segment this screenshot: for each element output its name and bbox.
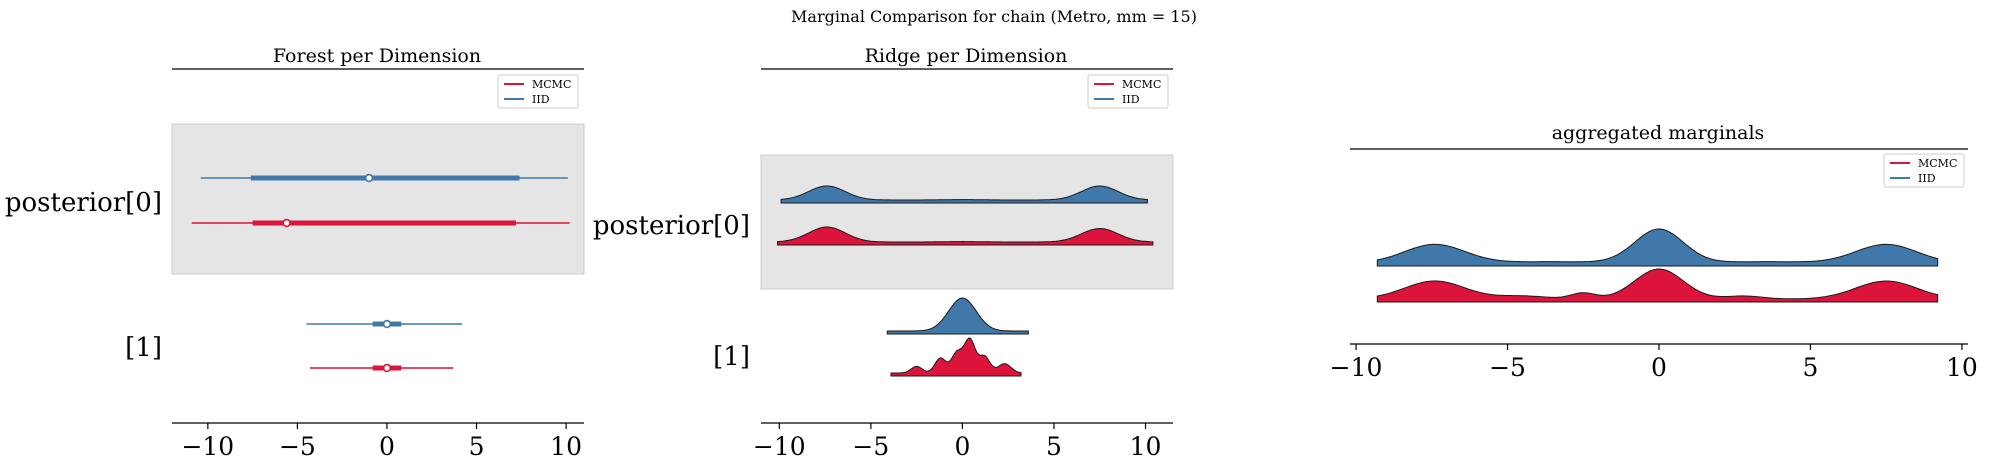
forest-row1-iid-center-point — [384, 321, 391, 328]
ridge-row1-mcmc-density — [891, 338, 1021, 376]
ridge-tick-label: 0 — [954, 432, 970, 461]
forest-tick-label: 10 — [550, 432, 582, 461]
ridge-x-ticks: −10 −5 0 5 10 — [753, 423, 1162, 461]
aggregated-tick-label: −5 — [1489, 353, 1526, 382]
forest-row-0-shade — [172, 124, 584, 274]
aggregated-tick-label: 5 — [1803, 353, 1819, 382]
aggregated-panel: aggregated marginals −10 −5 0 5 10 MCMC IID — [1330, 122, 1978, 382]
forest-legend: MCMC IID — [498, 75, 578, 108]
forest-tick-label: −10 — [181, 432, 234, 461]
ridge-tick-label: 10 — [1130, 432, 1162, 461]
aggregated-x-ticks: −10 −5 0 5 10 — [1330, 344, 1978, 382]
aggregated-tick-label: 0 — [1651, 353, 1667, 382]
ridge-row-0-label: posterior[0] — [593, 211, 750, 241]
ridge-row-0-shade — [761, 155, 1173, 289]
forest-row0-mcmc-center-point — [283, 220, 290, 227]
legend-mcmc-label: MCMC — [532, 78, 571, 91]
forest-panel: Forest per Dimension posterior[0] [1] −1… — [5, 45, 584, 461]
ridge-tick-label: 5 — [1046, 432, 1062, 461]
legend-iid-label: IID — [1918, 172, 1936, 185]
forest-tick-label: −5 — [279, 432, 316, 461]
aggregated-legend: MCMC IID — [1884, 154, 1964, 187]
ridge-panel: Ridge per Dimension posterior[0] [1] −10… — [593, 45, 1173, 461]
ridge-row1-iid-density — [887, 298, 1028, 334]
aggregated-tick-label: −10 — [1330, 353, 1383, 382]
legend-mcmc-label: MCMC — [1918, 157, 1957, 170]
legend-iid-label: IID — [532, 93, 550, 106]
aggregated-marks — [1377, 229, 1937, 302]
aggregated-iid-density — [1377, 229, 1937, 266]
legend-iid-label: IID — [1122, 93, 1140, 106]
forest-row-0-label: posterior[0] — [5, 188, 162, 218]
forest-row0-iid-center-point — [366, 175, 373, 182]
forest-row-1-label: [1] — [125, 333, 162, 363]
aggregated-mcmc-density — [1377, 269, 1937, 302]
aggregated-tick-label: 10 — [1946, 353, 1978, 382]
forest-tick-label: 0 — [379, 432, 395, 461]
aggregated-panel-title: aggregated marginals — [1552, 122, 1765, 144]
ridge-tick-label: −5 — [852, 432, 889, 461]
legend-mcmc-label: MCMC — [1122, 78, 1161, 91]
ridge-legend: MCMC IID — [1088, 75, 1168, 108]
forest-x-ticks: −10 −5 0 5 10 — [181, 423, 582, 461]
ridge-tick-label: −10 — [753, 432, 806, 461]
forest-row1-mcmc-center-point — [384, 365, 391, 372]
figure-suptitle: Marginal Comparison for chain (Metro, mm… — [791, 7, 1197, 26]
ridge-panel-title: Ridge per Dimension — [865, 45, 1068, 67]
forest-panel-title: Forest per Dimension — [273, 45, 481, 67]
forest-tick-label: 5 — [469, 432, 485, 461]
ridge-row-1-label: [1] — [713, 342, 750, 372]
